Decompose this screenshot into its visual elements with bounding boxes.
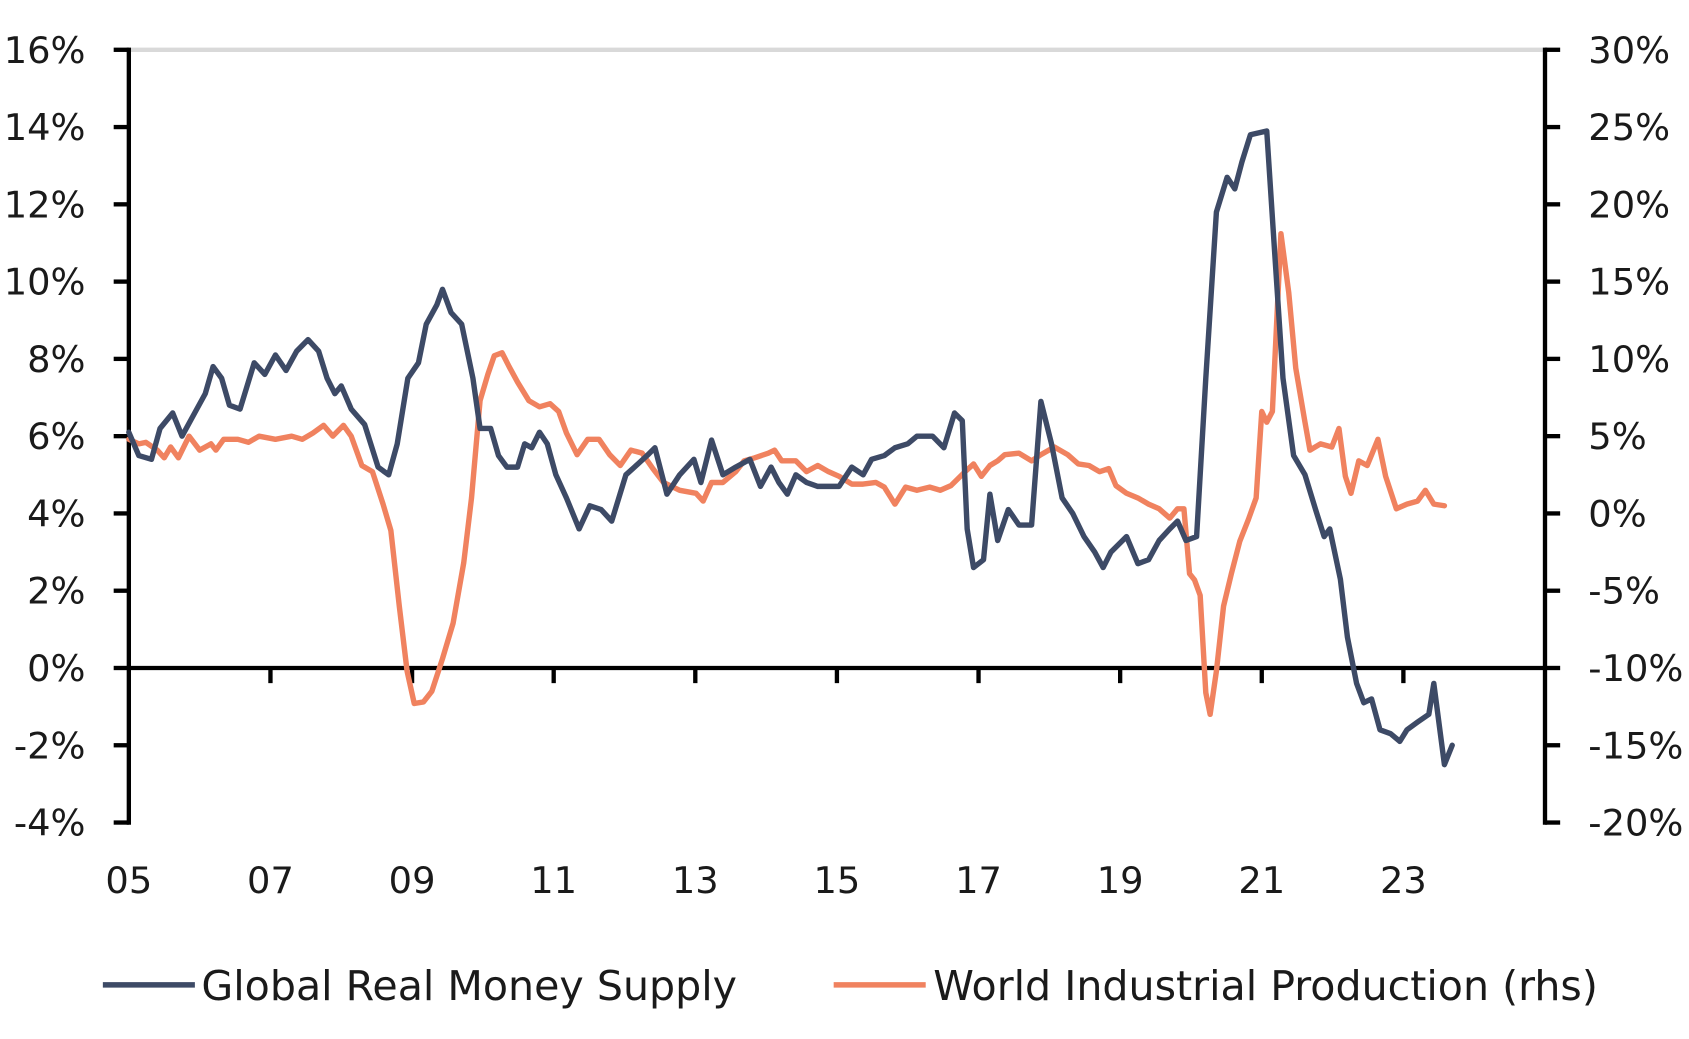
left-axis-tick-label: 12%	[4, 183, 86, 226]
left-axis-tick-label: 14%	[4, 106, 86, 149]
x-axis-tick-label: 07	[247, 859, 294, 902]
legend: Global Real Money Supply World Industria…	[102, 962, 1598, 1010]
left-axis-tick-label: 10%	[4, 261, 86, 304]
x-axis-tick-label: 11	[530, 859, 577, 902]
x-axis-tick-label: 15	[814, 859, 861, 902]
series-lines	[126, 128, 1455, 768]
right-axis-tick-label: 20%	[1588, 183, 1670, 226]
left-axis-tick-label: 0%	[27, 647, 85, 690]
left-axis-tick-label: -2%	[14, 724, 86, 767]
x-axis-tick-label: 13	[672, 859, 719, 902]
series-line-industrial-production	[126, 230, 1448, 718]
right-axis: 30% 25% 20% 15% 10% 5% 0% -5% -10% -15% -20%	[1542, 29, 1683, 845]
right-axis-tick-label: -15%	[1588, 724, 1683, 767]
left-axis-tick-label: 8%	[27, 338, 85, 381]
right-axis-tick-label: -10%	[1588, 647, 1683, 690]
x-axis-tick-label: 09	[389, 859, 436, 902]
right-axis-tick-label: -20%	[1588, 802, 1683, 845]
x-axis-tick-label: 23	[1380, 859, 1427, 902]
x-axis: 05 07 09 11 13 15 17 19 21 23	[105, 665, 1546, 902]
x-axis-tick-label: 21	[1238, 859, 1285, 902]
x-axis-tick-label: 05	[105, 859, 152, 902]
right-axis-tick-label: 25%	[1588, 106, 1670, 149]
series-line-money-supply	[126, 128, 1455, 768]
left-axis-tick-label: 16%	[4, 29, 86, 72]
right-axis-tick-label: 10%	[1588, 338, 1670, 381]
legend-item-money-supply: Global Real Money Supply	[102, 962, 737, 1010]
legend-label-industrial-production: World Industrial Production (rhs)	[933, 962, 1598, 1010]
left-axis: 16% 14% 12% 10% 8% 6% 4% 2% 0% -2% -4%	[4, 29, 132, 845]
right-axis-tick-label: 5%	[1588, 415, 1646, 458]
left-axis-tick-label: 4%	[27, 492, 85, 535]
legend-label-money-supply: Global Real Money Supply	[201, 962, 737, 1010]
x-axis-tick-label: 17	[955, 859, 1002, 902]
right-axis-tick-label: 0%	[1588, 492, 1646, 535]
left-axis-tick-label: 2%	[27, 570, 85, 613]
left-axis-tick-label: -4%	[14, 802, 86, 845]
left-axis-tick-label: 6%	[27, 415, 85, 458]
legend-item-industrial-production: World Industrial Production (rhs)	[833, 962, 1598, 1010]
x-axis-tick-label: 19	[1097, 859, 1144, 902]
right-axis-tick-label: 15%	[1588, 261, 1670, 304]
right-axis-tick-label: 30%	[1588, 29, 1670, 72]
right-axis-tick-label: -5%	[1588, 570, 1660, 613]
